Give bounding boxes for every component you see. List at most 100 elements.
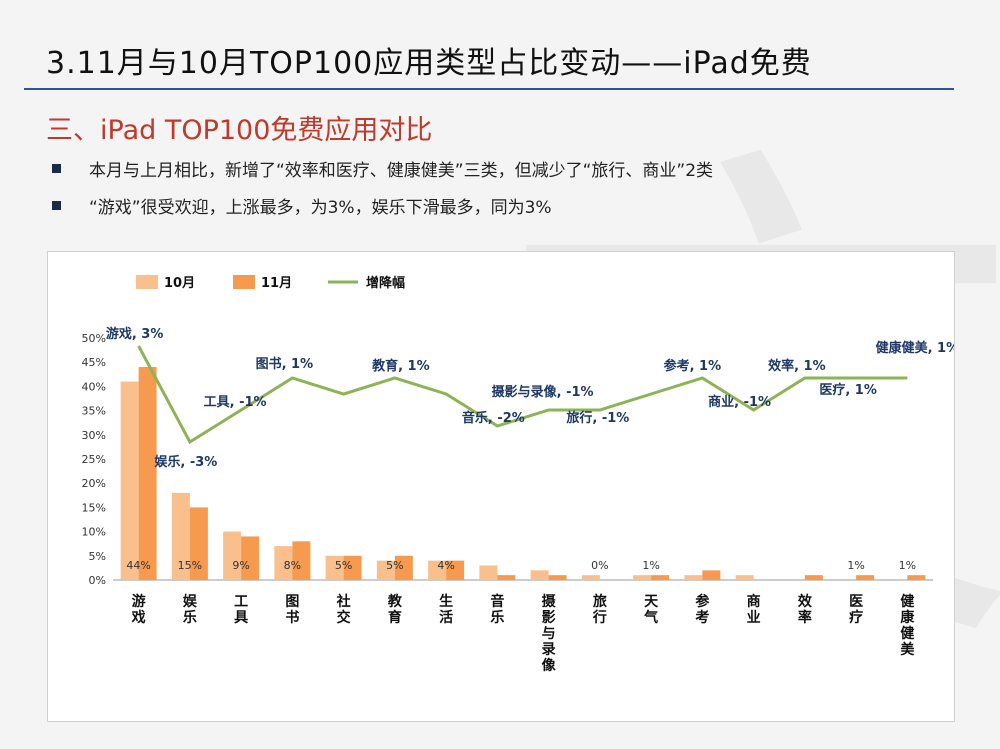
bar-data-label: 0% [591, 559, 608, 572]
bar-data-label: 4% [437, 559, 454, 572]
bullet-1: 本月与上月相比，新增了“效率和医疗、健康健美”三类，但减少了“旅行、商业”2类 [52, 156, 713, 181]
bar-oct [120, 381, 139, 580]
slide-title: 3.11月与10月TOP100应用类型占比变动——iPad免费 [46, 46, 812, 81]
x-tick-label-char: 教 [388, 593, 403, 610]
x-tick-label-char: 录 [542, 642, 556, 658]
bar-data-label: 1% [642, 559, 659, 572]
bar-oct [325, 555, 344, 580]
bar-oct [530, 570, 549, 580]
y-tick-label: 5% [89, 550, 106, 563]
y-tick-label: 20% [82, 477, 106, 490]
bar-oct [376, 560, 395, 580]
y-tick-label: 0% [89, 574, 106, 587]
x-tick-label-char: 像 [542, 657, 557, 674]
y-tick-label: 10% [82, 526, 106, 539]
bar-data-label: 1% [899, 559, 916, 572]
x-tick-label-char: 健 [900, 593, 914, 610]
x-tick-label-char: 疗 [849, 609, 863, 626]
line-data-label: 效率, 1% [768, 358, 826, 374]
x-tick-label-char: 摄 [542, 593, 557, 610]
x-tick-label-char: 率 [798, 609, 812, 626]
bar-data-label: 5% [335, 559, 352, 572]
bar-nov [548, 575, 567, 580]
change-line [137, 345, 908, 445]
bar-nov [394, 555, 413, 580]
x-tick-label-char: 交 [337, 609, 351, 626]
x-tick-label-char: 音 [490, 593, 504, 610]
bar-nov [702, 570, 721, 580]
line-data-label: 教育, 1% [371, 358, 430, 374]
bar-nov [497, 575, 516, 580]
y-tick-label: 35% [82, 405, 106, 418]
y-tick-label: 15% [82, 501, 106, 514]
legend-label-nov: 11月 [261, 276, 292, 291]
legend-label-oct: 10月 [164, 276, 195, 291]
bar-nov [241, 536, 260, 580]
x-tick-label-char: 活 [439, 609, 453, 626]
x-tick-label-char: 业 [747, 610, 761, 626]
bullet-square-icon [52, 201, 61, 210]
bar-data-label: 44% [126, 559, 150, 572]
x-tick-label-char: 商 [747, 593, 761, 610]
x-tick-label-char: 乐 [490, 609, 504, 626]
bar-oct [223, 531, 242, 580]
y-tick-label: 30% [82, 429, 106, 442]
bar-oct [479, 565, 498, 580]
y-tick-label: 50% [82, 332, 106, 345]
x-tick-label-char: 天 [644, 594, 659, 610]
line-data-label: 摄影与录像, -1% [492, 384, 594, 400]
bar-nov [189, 507, 208, 580]
bar-nov [343, 555, 362, 580]
x-tick-label-char: 具 [233, 610, 248, 626]
bar-nov [446, 560, 465, 580]
bar-nov [804, 575, 823, 580]
line-data-label: 图书, 1% [256, 356, 314, 372]
x-tick-label-char: 育 [388, 609, 402, 626]
bullet-2: “游戏”很受欢迎，上涨最多，为3%，娱乐下滑最多，同为3% [52, 193, 552, 218]
y-tick-label: 45% [82, 356, 106, 369]
bar-data-label: 1% [847, 559, 864, 572]
legend-swatch-oct [136, 275, 158, 289]
chart-svg: 0% 5% 10% 15% 20% 25% 30% 35% 40% 45% 50% 44% 游戏 15% 娱… [82, 275, 959, 674]
legend-label-change: 增降幅 [366, 275, 405, 291]
line-data-label: 娱乐, -3% [154, 454, 217, 470]
bar-oct [171, 492, 190, 580]
x-tick-label-char: 气 [643, 609, 658, 626]
x-tick-label-char: 图 [285, 594, 299, 610]
y-tick-label: 40% [82, 380, 106, 393]
line-data-label: 游戏, 3% [106, 326, 164, 342]
x-tick-label-char: 工 [234, 594, 248, 610]
line-data-label: 音乐, -2% [462, 410, 525, 426]
line-data-label: 商业, -1% [708, 394, 771, 410]
bar-oct [684, 575, 703, 580]
bar-data-label: 8% [284, 559, 301, 572]
line-data-label: 旅行, -1% [566, 410, 629, 426]
bar-oct [633, 575, 652, 580]
x-tick-label-char: 考 [695, 609, 709, 626]
x-tick-label-char: 与 [542, 626, 556, 642]
bar-nov [651, 575, 670, 580]
line-data-label: 健康健美, 1% [876, 340, 954, 356]
bar-nov [856, 575, 875, 580]
bar-data-label: 15% [178, 559, 202, 572]
x-tick-label-char: 美 [900, 641, 915, 658]
x-tick-label-char: 行 [592, 609, 607, 626]
section-title: 三、iPad TOP100免费应用对比 [46, 115, 433, 146]
legend-swatch-nov [233, 275, 255, 289]
bullet-text: “游戏”很受欢迎，上涨最多，为3%，娱乐下滑最多，同为3% [89, 198, 552, 218]
y-tick-label: 25% [82, 453, 106, 466]
x-tick-label-char: 影 [542, 610, 556, 626]
line-data-label: 工具, -1% [204, 395, 267, 410]
bar-oct [735, 575, 754, 580]
bar-nov [292, 541, 311, 580]
x-tick-label-char: 乐 [183, 609, 197, 626]
title-rule [24, 88, 954, 90]
x-tick-label-char: 健 [900, 625, 914, 642]
line-data-label: 参考, 1% [664, 358, 722, 374]
x-tick-label-char: 康 [900, 609, 915, 626]
bar-data-label: 5% [386, 559, 403, 572]
bar-data-label: 9% [232, 559, 249, 572]
x-tick-label-char: 游 [132, 593, 146, 610]
bullet-text: 本月与上月相比，新增了“效率和医疗、健康健美”三类，但减少了“旅行、商业”2类 [89, 161, 714, 181]
line-data-label: 医疗, 1% [819, 382, 877, 398]
